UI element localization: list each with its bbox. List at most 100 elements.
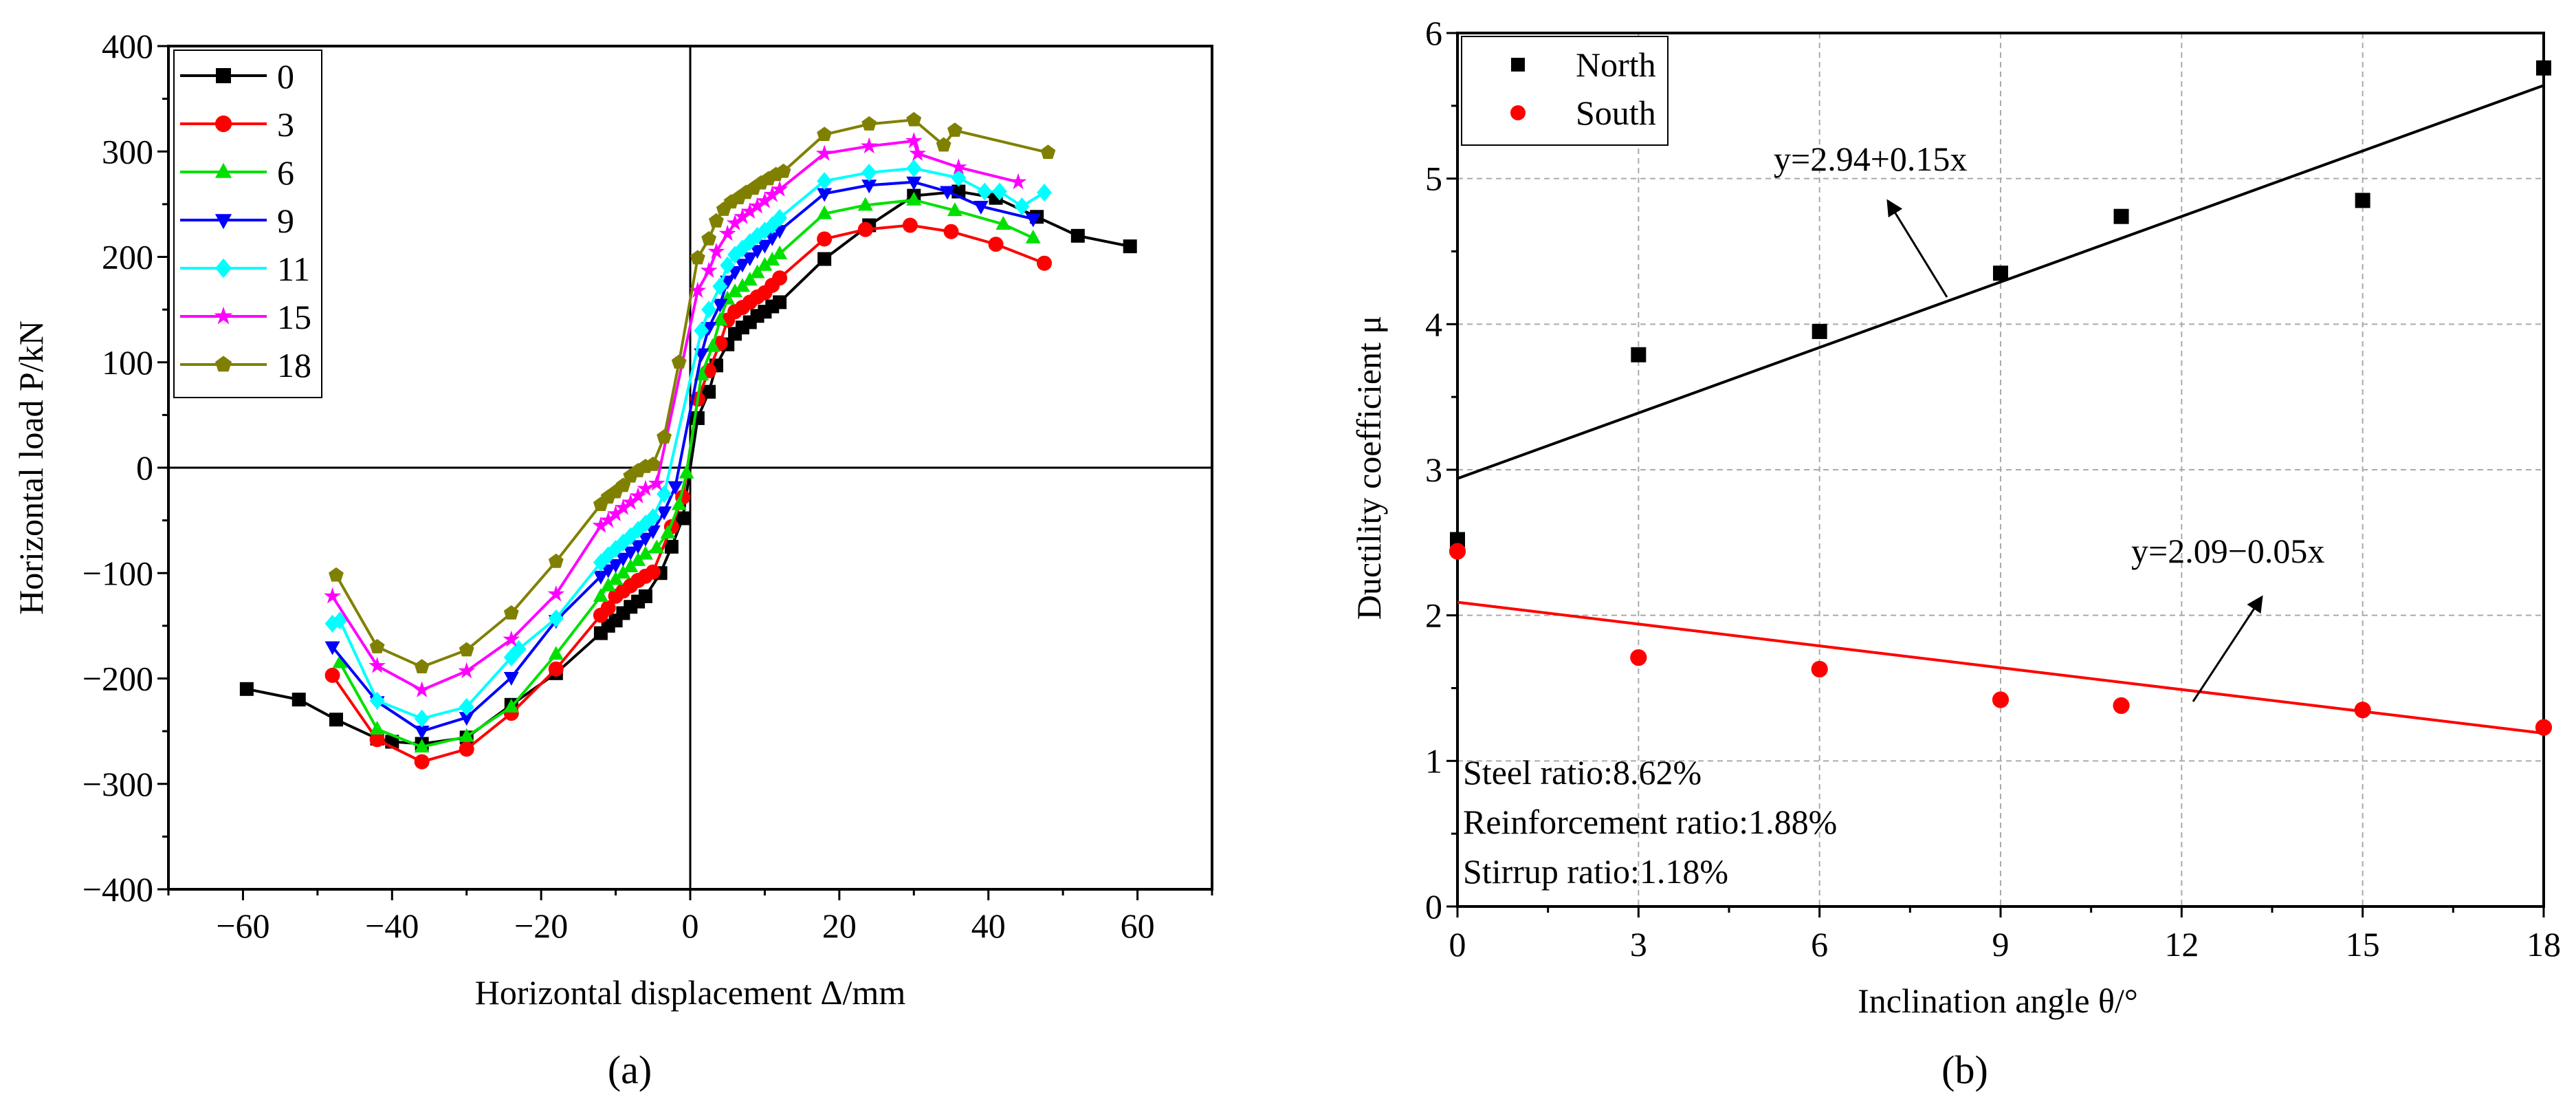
data-point <box>1449 543 1466 560</box>
data-point <box>817 188 833 202</box>
chart-b-annotation: Steel ratio:8.62% <box>1463 753 1702 792</box>
data-point <box>629 487 647 503</box>
data-point <box>906 159 922 177</box>
chart-b-caption: (b) <box>1941 1047 1988 1092</box>
chart-a-ytick-label: −200 <box>82 660 153 698</box>
fit-line-north <box>1457 84 2544 480</box>
data-point <box>1037 255 1053 271</box>
legend-label-north: North <box>1576 45 1656 84</box>
chart-a-ytick-label: 300 <box>102 132 153 171</box>
data-point <box>689 281 707 298</box>
data-point <box>906 111 922 127</box>
data-point <box>712 277 728 296</box>
data-point <box>756 192 773 208</box>
legend-marker-9 <box>214 214 232 230</box>
chart-b-xtick-label: 0 <box>1449 925 1466 964</box>
data-point <box>701 322 717 336</box>
data-point <box>630 552 646 566</box>
data-point <box>988 237 1004 252</box>
fit-north-arrow <box>1886 199 1948 298</box>
data-point <box>712 298 728 313</box>
data-point <box>905 131 923 149</box>
data-point <box>817 172 833 191</box>
data-point <box>368 657 386 673</box>
data-point <box>707 242 725 259</box>
data-point <box>757 257 773 271</box>
chart-b-ytick-label: 5 <box>1425 160 1442 198</box>
data-point <box>593 570 608 585</box>
data-point <box>943 224 959 239</box>
data-point <box>741 202 759 219</box>
chart-b-xtick-label: 15 <box>2346 925 2380 964</box>
data-point <box>1037 184 1053 202</box>
data-point <box>608 571 624 585</box>
data-point <box>668 481 683 495</box>
data-point <box>1025 213 1041 228</box>
data-point <box>593 587 608 602</box>
series-line-9 <box>331 180 1034 733</box>
legend-marker-15 <box>214 306 233 325</box>
data-point <box>671 496 687 510</box>
data-point <box>676 511 690 525</box>
data-point <box>414 709 430 728</box>
data-point <box>772 208 788 227</box>
data-point <box>414 726 430 740</box>
series-south <box>1449 543 2553 736</box>
series-line-6 <box>338 198 1034 749</box>
data-point <box>615 499 632 515</box>
data-point <box>742 272 758 286</box>
data-point <box>649 539 665 554</box>
data-point <box>615 565 631 579</box>
data-point <box>995 215 1011 230</box>
data-point <box>599 511 617 528</box>
data-point <box>548 646 564 660</box>
data-point <box>414 659 430 673</box>
series-9 <box>324 176 1041 740</box>
data-point <box>1025 229 1041 243</box>
chart-b-xtick-label: 6 <box>1811 925 1828 964</box>
data-point <box>902 217 918 233</box>
chart-a-xlabel: Horizontal displacement Δ/mm <box>475 973 906 1012</box>
data-point <box>742 252 758 267</box>
data-point <box>775 163 791 178</box>
series-3 <box>324 217 1053 770</box>
data-point <box>459 642 474 657</box>
chart-a-xtick-label: −60 <box>216 906 269 945</box>
data-point <box>817 205 833 219</box>
data-point <box>600 600 616 616</box>
legend-label-11: 11 <box>277 250 310 288</box>
data-point <box>414 739 430 753</box>
chart-b-ylabel: Ductility coefficient μ <box>1350 316 1388 620</box>
data-point <box>600 564 616 578</box>
chart-a-ytick-label: −100 <box>82 554 153 592</box>
chart-a-xtick-label: 40 <box>971 906 1006 945</box>
data-point <box>592 517 610 533</box>
series-north <box>1450 60 2551 547</box>
data-point <box>857 197 873 211</box>
data-point <box>977 182 993 201</box>
data-point <box>548 609 564 628</box>
data-point <box>817 127 833 142</box>
data-point <box>503 698 519 713</box>
fit-south-arrow <box>2192 595 2263 702</box>
data-point <box>657 506 672 521</box>
chart-a-caption: (a) <box>608 1047 652 1092</box>
data-point <box>623 546 639 561</box>
data-point <box>817 231 833 247</box>
data-point <box>2113 208 2129 224</box>
data-point <box>749 245 765 259</box>
data-point <box>817 252 832 266</box>
chart-b-ytick-label: 4 <box>1425 305 1442 343</box>
data-point <box>332 654 348 669</box>
data-point <box>861 163 877 182</box>
data-point <box>413 681 431 697</box>
data-point <box>459 697 474 716</box>
data-point <box>749 197 766 214</box>
data-point <box>607 505 624 521</box>
data-point <box>324 667 340 683</box>
legend-label-15: 15 <box>277 298 311 336</box>
chart-b-ytick-label: 1 <box>1425 741 1442 780</box>
data-point <box>709 213 724 228</box>
data-point <box>727 283 743 298</box>
